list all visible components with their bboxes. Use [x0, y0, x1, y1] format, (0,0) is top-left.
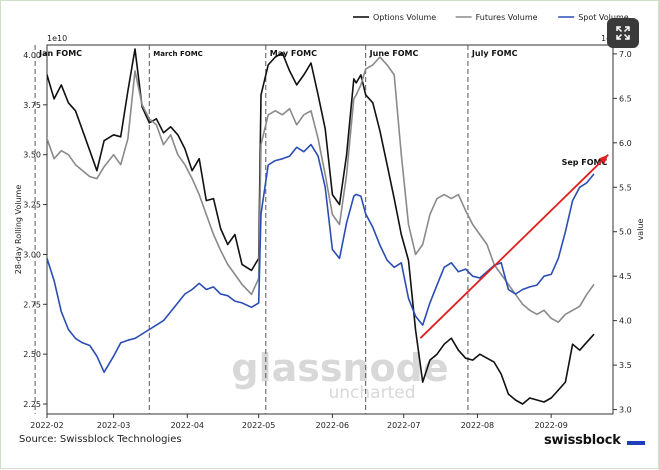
y-axis-label: 28-day Rolling Volume	[14, 185, 23, 275]
legend-label: Options Volume	[373, 13, 436, 22]
trend-arrow-line	[419, 154, 609, 339]
x-tick-label: 2022-08	[461, 421, 494, 430]
source-label: Source: Swissblock Technologies	[19, 434, 182, 445]
x-tick-label: 2022-02	[30, 421, 63, 430]
fomc-label: May FOMC	[270, 49, 317, 58]
y-tick-label: 2.75	[23, 300, 41, 309]
y2-tick-label: 4.5	[619, 272, 632, 281]
legend-label: Spot Volume	[578, 13, 629, 22]
brand-logo: swissblock	[544, 433, 621, 448]
y2-tick-label: 3.0	[619, 406, 632, 415]
y-tick-label: 3.75	[23, 101, 41, 110]
y-tick-label: 3.50	[23, 151, 41, 160]
fomc-label: July FOMC	[471, 49, 518, 58]
watermark-sub: uncharted	[329, 383, 416, 403]
legend-label: Futures Volume	[476, 13, 538, 22]
x-tick-label: 2022-03	[97, 421, 130, 430]
trend-arrow-head	[598, 154, 609, 164]
fomc-label: June FOMC	[369, 49, 419, 58]
x-tick-label: 2022-07	[387, 421, 420, 430]
y2-tick-label: 5.5	[619, 183, 632, 192]
y-tick-label: 3.25	[23, 201, 41, 210]
watermark-main: glassnode	[231, 346, 448, 390]
expand-arrows-icon[interactable]	[607, 18, 639, 48]
y2-axis-label: value	[636, 219, 645, 241]
series-group	[47, 48, 595, 405]
x-tick-label: 2022-09	[534, 421, 567, 430]
x-tick-label: 2022-06	[316, 421, 349, 430]
y-tick-label: 2.50	[23, 350, 41, 359]
fomc-label: Sep FOMC	[562, 158, 608, 167]
y-tick-label: 3.00	[23, 250, 41, 259]
y2-tick-label: 7.0	[619, 50, 632, 59]
plot-area	[46, 44, 614, 415]
x-tick-label: 2022-04	[171, 421, 204, 430]
y-tick-label: 2.25	[23, 400, 41, 409]
x-tick-label: 2022-05	[242, 421, 275, 430]
fomc-label: Jan FOMC	[38, 49, 82, 58]
series-line	[47, 56, 595, 323]
y2-tick-label: 6.5	[619, 94, 632, 103]
series-line	[47, 143, 595, 373]
y2-tick-label: 6.0	[619, 139, 632, 148]
y2-tick-label: 3.5	[619, 361, 632, 370]
brand-bar	[627, 441, 645, 445]
series-line	[47, 48, 595, 405]
y-exponent-left: 1e10	[47, 34, 67, 43]
y-tick-label: 4.00	[23, 51, 41, 60]
y2-tick-label: 5.0	[619, 228, 632, 237]
fomc-label: March FOMC	[153, 50, 203, 58]
y2-tick-label: 4.0	[619, 317, 632, 326]
